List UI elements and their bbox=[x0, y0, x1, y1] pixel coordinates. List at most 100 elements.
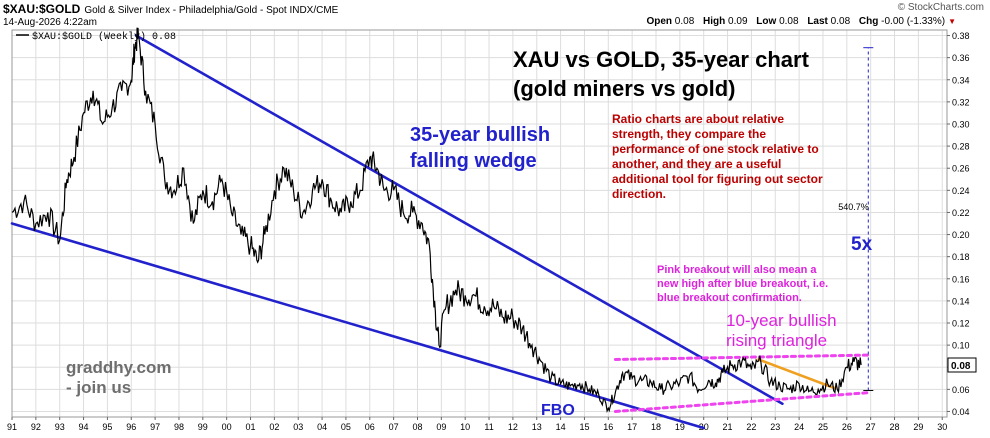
x-tick-label: 23 bbox=[770, 422, 780, 432]
x-tick-label: 30 bbox=[937, 422, 947, 432]
y-tick-label: 0.10 bbox=[952, 341, 970, 351]
x-tick-label: 07 bbox=[389, 422, 399, 432]
triangle-label-line1: 10-year bullish bbox=[726, 311, 837, 330]
chg-label: Chg bbox=[858, 16, 879, 27]
x-tick-label: 09 bbox=[436, 422, 446, 432]
y-tick-label: 0.28 bbox=[952, 142, 970, 152]
chart-header: $XAU:$GOLD Gold & Silver Index - Philadel… bbox=[0, 0, 990, 30]
last-value: 0.08 bbox=[830, 16, 851, 27]
x-tick-label: 27 bbox=[866, 422, 876, 432]
y-tick-label: 0.20 bbox=[952, 230, 970, 240]
x-tick-label: 28 bbox=[890, 422, 900, 432]
trendlines bbox=[10, 34, 870, 430]
pink-note-line: Pink breakout will also mean a bbox=[657, 264, 817, 276]
ratio-note-line: direction. bbox=[612, 187, 666, 201]
fbo-label: FBO bbox=[541, 402, 575, 419]
x-tick-label: 18 bbox=[651, 422, 661, 432]
chart-title-line1: XAU vs GOLD, 35-year chart bbox=[513, 47, 810, 72]
x-tick-label: 02 bbox=[269, 422, 279, 432]
high-label: High bbox=[703, 16, 726, 27]
x-tick-label: 10 bbox=[460, 422, 470, 432]
open-value: 0.08 bbox=[674, 16, 695, 27]
x-tick-label: 96 bbox=[126, 422, 136, 432]
wedge-upper-line bbox=[134, 34, 784, 406]
x-tick-label: 97 bbox=[150, 422, 160, 432]
measure-label: 540.7% bbox=[838, 202, 869, 212]
ratio-note-line: additional tool for figuring out sector bbox=[612, 172, 823, 186]
x-tick-label: 11 bbox=[484, 422, 493, 432]
y-tick-label: 0.18 bbox=[952, 252, 970, 262]
y-tick-label: 0.36 bbox=[952, 53, 970, 63]
x-tick-label: 01 bbox=[246, 422, 256, 432]
chg-value: -0.00 (-1.33%) bbox=[881, 16, 946, 27]
chart-symbol: $XAU:$GOLD Gold & Silver Index - Philadel… bbox=[3, 2, 338, 16]
ratio-note-line: Ratio charts are about relative bbox=[612, 112, 784, 126]
legend-label: $XAU:$GOLD (Weekly) 0.08 bbox=[32, 31, 176, 43]
symbol-text: $XAU:$GOLD bbox=[3, 2, 81, 16]
x-tick-label: 08 bbox=[412, 422, 422, 432]
grid-lines bbox=[11, 30, 947, 417]
x-tick-label: 04 bbox=[317, 422, 327, 432]
high-value: 0.09 bbox=[728, 16, 748, 27]
low-value: 0.08 bbox=[779, 16, 799, 27]
x-tick-label: 93 bbox=[55, 422, 65, 432]
price-line bbox=[11, 27, 862, 413]
x-tick-label: 05 bbox=[341, 422, 351, 432]
x-tick-label: 15 bbox=[579, 422, 589, 432]
x-tick-label: 26 bbox=[842, 422, 852, 432]
y-tick-label: 0.26 bbox=[952, 164, 970, 174]
wedge-label-line2: falling wedge bbox=[410, 150, 537, 172]
x-axis: 91 92 93 94 95 96 97 98 99 00 01 02 03 04 05 06 07 08 09 10… bbox=[7, 417, 947, 432]
symbol-description: Gold & Silver Index - Philadelphia/Gold … bbox=[84, 5, 339, 16]
x-tick-label: 13 bbox=[532, 422, 542, 432]
wedge-lower-line bbox=[10, 222, 706, 430]
site-label-line2: - join us bbox=[66, 378, 131, 397]
site-label-line1: graddhy.com bbox=[66, 358, 171, 377]
x-tick-label: 06 bbox=[365, 422, 375, 432]
y-tick-label: 0.30 bbox=[952, 119, 970, 129]
x-tick-label: 95 bbox=[102, 422, 112, 432]
y-tick-label: 0.06 bbox=[952, 385, 970, 395]
y-tick-label: 0.24 bbox=[952, 186, 970, 196]
ratio-note: Ratio charts are about relative strength… bbox=[612, 112, 823, 201]
x-tick-label: 91 bbox=[7, 422, 17, 432]
last-value-box bbox=[947, 357, 977, 373]
x-tick-label: 19 bbox=[675, 422, 685, 432]
brand-watermark: © StockCharts.com bbox=[897, 2, 984, 13]
x-tick-label: 24 bbox=[794, 422, 804, 432]
x-tick-label: 03 bbox=[293, 422, 303, 432]
ratio-note-line: performance of one stock relative to bbox=[612, 142, 819, 156]
triangle-upper-line bbox=[613, 353, 870, 362]
low-label: Low bbox=[756, 16, 777, 27]
y-tick-label: 0.14 bbox=[952, 296, 970, 306]
measure-arrow: 540.7% bbox=[838, 47, 874, 391]
orange-line bbox=[757, 358, 837, 390]
pink-note: Pink breakout will also mean a new high … bbox=[657, 264, 828, 304]
y-axis: 0.04 0.06 0.08 0.10 0.12 0.14 0.16 0.18 0.20 0.22… bbox=[947, 31, 970, 417]
x-tick-label: 29 bbox=[913, 422, 923, 432]
chart-title-line2: (gold miners vs gold) bbox=[513, 76, 735, 101]
x-tick-label: 92 bbox=[31, 422, 41, 432]
y-tick-label: 0.38 bbox=[952, 31, 970, 41]
last-label: Last bbox=[807, 16, 828, 27]
x-tick-label: 21 bbox=[723, 422, 733, 432]
x-tick-label: 22 bbox=[746, 422, 756, 432]
x-tick-label: 98 bbox=[174, 422, 184, 432]
pink-note-line: blue breakout confirmation. bbox=[657, 292, 802, 304]
x-tick-label: 94 bbox=[79, 422, 89, 432]
chart-date: 14-Aug-2026 4:22am bbox=[3, 17, 97, 28]
ratio-note-line: strength, they compare the bbox=[612, 127, 766, 141]
x-tick-label: 25 bbox=[818, 422, 828, 432]
x-tick-label: 17 bbox=[627, 422, 637, 432]
wedge-label-line1: 35-year bullish bbox=[410, 124, 550, 146]
pink-note-line: new high after blue breakout, i.e. bbox=[657, 278, 828, 290]
down-triangle-icon: ▼ bbox=[948, 17, 956, 26]
x-tick-label: 00 bbox=[222, 422, 232, 432]
x-tick-label: 16 bbox=[603, 422, 613, 432]
triangle-lower-line bbox=[613, 391, 870, 413]
x-tick-label: 14 bbox=[556, 422, 566, 432]
y-tick-label: 0.34 bbox=[952, 75, 970, 85]
x-tick-label: 12 bbox=[508, 422, 518, 432]
y-tick-label: 0.12 bbox=[952, 319, 970, 329]
y-tick-label: 0.32 bbox=[952, 97, 970, 107]
